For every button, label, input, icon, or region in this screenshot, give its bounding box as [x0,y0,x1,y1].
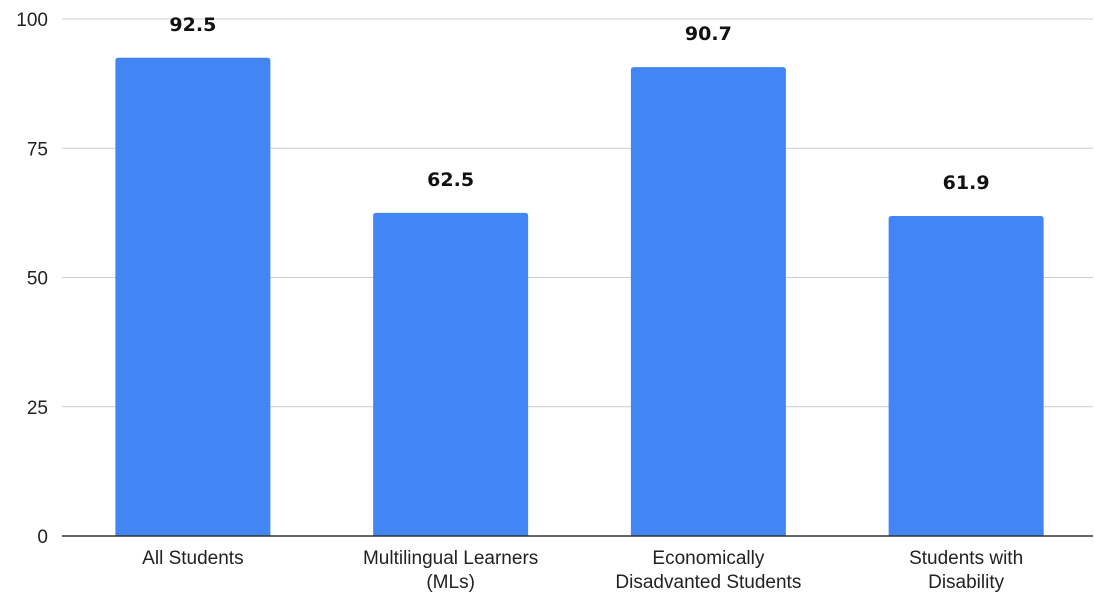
x-tick-label: All Students [142,548,243,569]
x-axis-category-labels: All Students Multilingual Learners (MLs) Ec… [142,548,1023,593]
y-axis-tick-labels: 0 25 50 75 100 [16,10,48,548]
y-tick-label: 75 [27,139,48,160]
y-tick-label: 0 [37,527,48,548]
bar [115,57,271,537]
data-label: 61.9 [943,172,990,194]
bars [115,57,1044,537]
bar [888,215,1044,537]
y-tick-label: 100 [16,10,48,31]
data-labels: 92.5 62.5 90.7 61.9 [169,14,989,194]
x-tick-label: Multilingual Learners (MLs) [363,548,538,593]
y-tick-label: 50 [27,269,48,290]
bar [630,67,786,537]
x-tick-label: Economically Disadvanted Students [615,548,801,593]
y-tick-label: 25 [27,398,48,419]
data-label: 92.5 [169,14,216,36]
data-label: 62.5 [427,169,474,191]
data-label: 90.7 [685,23,732,45]
bar [373,212,529,536]
x-tick-label: Students with Disability [909,548,1023,593]
